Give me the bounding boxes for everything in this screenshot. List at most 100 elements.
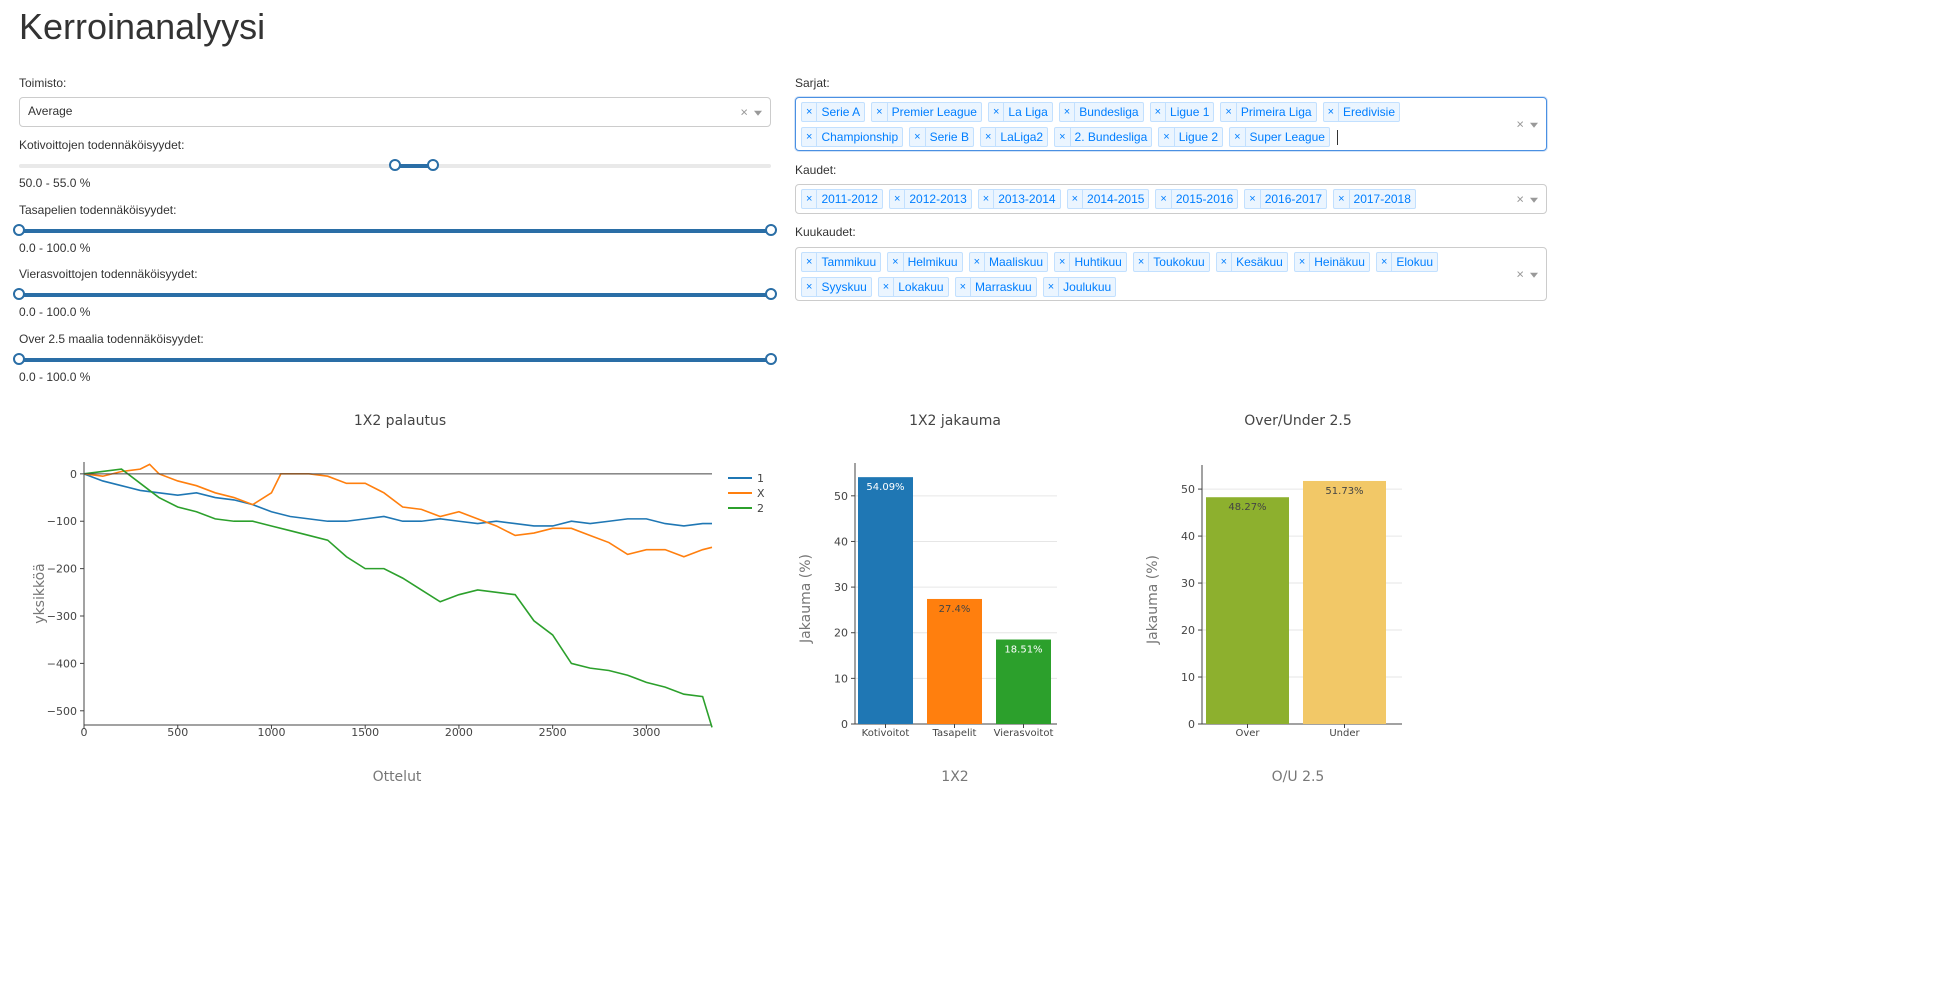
remove-tag-icon[interactable]: × (1217, 253, 1233, 271)
tag-label: Ligue 1 (1170, 105, 1210, 119)
selected-tag: × Bundesliga (1058, 102, 1144, 122)
over-2-5-probability-slider[interactable] (13, 353, 777, 367)
x-tick-label: Under (1329, 728, 1360, 739)
remove-tag-icon[interactable]: × (1334, 190, 1350, 208)
remove-tag-icon[interactable]: × (1068, 190, 1084, 208)
y-tick-label: 10 (1181, 671, 1195, 684)
bar-value-label: 18.51% (1004, 645, 1042, 656)
clear-icon[interactable]: × (1516, 266, 1524, 282)
remove-tag-icon[interactable]: × (956, 278, 972, 296)
away-win-range-value: 0.0 - 100.0 % (19, 305, 91, 319)
slider-track[interactable] (395, 164, 433, 168)
slider-max-handle[interactable] (765, 224, 777, 236)
x-tick-label: Vierasvoitot (994, 728, 1054, 739)
slider-min-handle[interactable] (13, 288, 25, 300)
chevron-down-icon[interactable] (1530, 197, 1538, 203)
remove-tag-icon[interactable]: × (1245, 190, 1261, 208)
remove-tag-icon[interactable]: × (1151, 103, 1167, 121)
away-win-probability-slider[interactable] (13, 288, 777, 302)
slider-track[interactable] (19, 293, 771, 297)
remove-tag-icon[interactable]: × (1044, 278, 1060, 296)
leagues-multiselect[interactable]: × Serie A × Premier League × La Liga × Bundesli… (795, 97, 1547, 151)
y-tick-label: −300 (47, 610, 77, 623)
selected-tag: × 2012-2013 (888, 189, 972, 209)
remove-tag-icon[interactable]: × (802, 253, 818, 271)
y-tick-label: 40 (834, 535, 848, 548)
remove-tag-icon[interactable]: × (879, 278, 895, 296)
tag-label: 2015-2016 (1175, 192, 1234, 206)
bar-over (1206, 497, 1289, 724)
selected-tag: × Premier League (871, 102, 982, 122)
draw-probability-slider[interactable] (13, 224, 777, 238)
remove-tag-icon[interactable]: × (979, 190, 995, 208)
bookmaker-selected-value: Average (28, 104, 73, 118)
months-multiselect[interactable]: × Tammikuu × Helmikuu × Maaliskuu × Huhtikuu × To… (795, 247, 1547, 301)
selected-tag: × Lokakuu (877, 277, 949, 297)
chevron-down-icon[interactable] (1530, 272, 1538, 278)
remove-tag-icon[interactable]: × (1060, 103, 1076, 121)
remove-tag-icon[interactable]: × (981, 128, 997, 146)
selected-tag: × Championship (801, 127, 904, 147)
remove-tag-icon[interactable]: × (1377, 253, 1393, 271)
remove-tag-icon[interactable]: × (910, 128, 926, 146)
months-tags: × Tammikuu × Helmikuu × Maaliskuu × Huhtikuu × To… (799, 251, 1506, 301)
seasons-multiselect[interactable]: × 2011-2012 × 2012-2013 × 2013-2014 × 2014-2015… (795, 184, 1547, 214)
slider-max-handle[interactable] (765, 288, 777, 300)
remove-tag-icon[interactable]: × (1221, 103, 1237, 121)
text-cursor[interactable] (1336, 130, 1338, 145)
remove-tag-icon[interactable]: × (1324, 103, 1339, 121)
slider-min-handle[interactable] (13, 353, 25, 365)
chart-title: 1X2 jakauma (909, 413, 1001, 429)
slider-min-handle[interactable] (13, 224, 25, 236)
remove-tag-icon[interactable]: × (872, 103, 888, 121)
slider-track[interactable] (19, 358, 771, 362)
tag-label: Premier League (891, 105, 977, 119)
home-win-probability-slider[interactable] (19, 159, 771, 173)
seasons-label: Kaudet: (795, 163, 837, 177)
slider-min-handle[interactable] (389, 159, 401, 171)
slider-max-handle[interactable] (765, 353, 777, 365)
remove-tag-icon[interactable]: × (802, 278, 818, 296)
remove-tag-icon[interactable]: × (1230, 128, 1246, 146)
remove-tag-icon[interactable]: × (888, 253, 904, 271)
remove-tag-icon[interactable]: × (1055, 253, 1071, 271)
remove-tag-icon[interactable]: × (1156, 190, 1172, 208)
selected-tag: × 2011-2012 (801, 189, 883, 209)
slider-max-handle[interactable] (426, 159, 439, 171)
selected-tag: × 2014-2015 (1066, 189, 1150, 209)
selected-tag: × Primeira Liga (1220, 102, 1317, 122)
bookmaker-label: Toimisto: (19, 76, 67, 90)
selected-tag: × Helmikuu (887, 252, 963, 272)
seasons-tags: × 2011-2012 × 2012-2013 × 2013-2014 × 2014-2015… (799, 188, 1506, 213)
bookmaker-dropdown[interactable]: Average × (19, 97, 771, 127)
selected-tag: × Serie B (909, 127, 974, 147)
remove-tag-icon[interactable]: × (890, 190, 906, 208)
remove-tag-icon[interactable]: × (1159, 128, 1175, 146)
clear-icon[interactable]: × (740, 104, 748, 120)
y-tick-label: 30 (1181, 577, 1195, 590)
tag-label: Primeira Liga (1240, 105, 1312, 119)
clear-icon[interactable]: × (1516, 191, 1524, 207)
remove-tag-icon[interactable]: × (802, 103, 818, 121)
tag-label: LaLiga2 (1000, 130, 1044, 144)
remove-tag-icon[interactable]: × (802, 128, 818, 146)
clear-icon[interactable]: × (1516, 116, 1524, 132)
selected-tag: × 2017-2018 (1333, 189, 1416, 209)
remove-tag-icon[interactable]: × (1295, 253, 1311, 271)
remove-tag-icon[interactable]: × (802, 190, 818, 208)
y-axis-label: Jakauma (%) (1145, 555, 1161, 645)
tag-label: Serie B (929, 130, 969, 144)
y-tick-label: 10 (834, 672, 848, 685)
selected-tag: × Elokuu (1375, 252, 1439, 272)
x-tick-label: Over (1235, 728, 1260, 739)
remove-tag-icon[interactable]: × (1055, 128, 1071, 146)
selected-tag: × Kesäkuu (1215, 252, 1288, 272)
chevron-down-icon[interactable] (1530, 122, 1538, 128)
chevron-down-icon[interactable] (754, 110, 762, 116)
slider-track[interactable] (19, 229, 771, 233)
remove-tag-icon[interactable]: × (989, 103, 1005, 121)
remove-tag-icon[interactable]: × (970, 253, 986, 271)
remove-tag-icon[interactable]: × (1134, 253, 1150, 271)
tag-label: Ligue 2 (1178, 130, 1219, 144)
y-tick-label: 0 (841, 718, 848, 731)
